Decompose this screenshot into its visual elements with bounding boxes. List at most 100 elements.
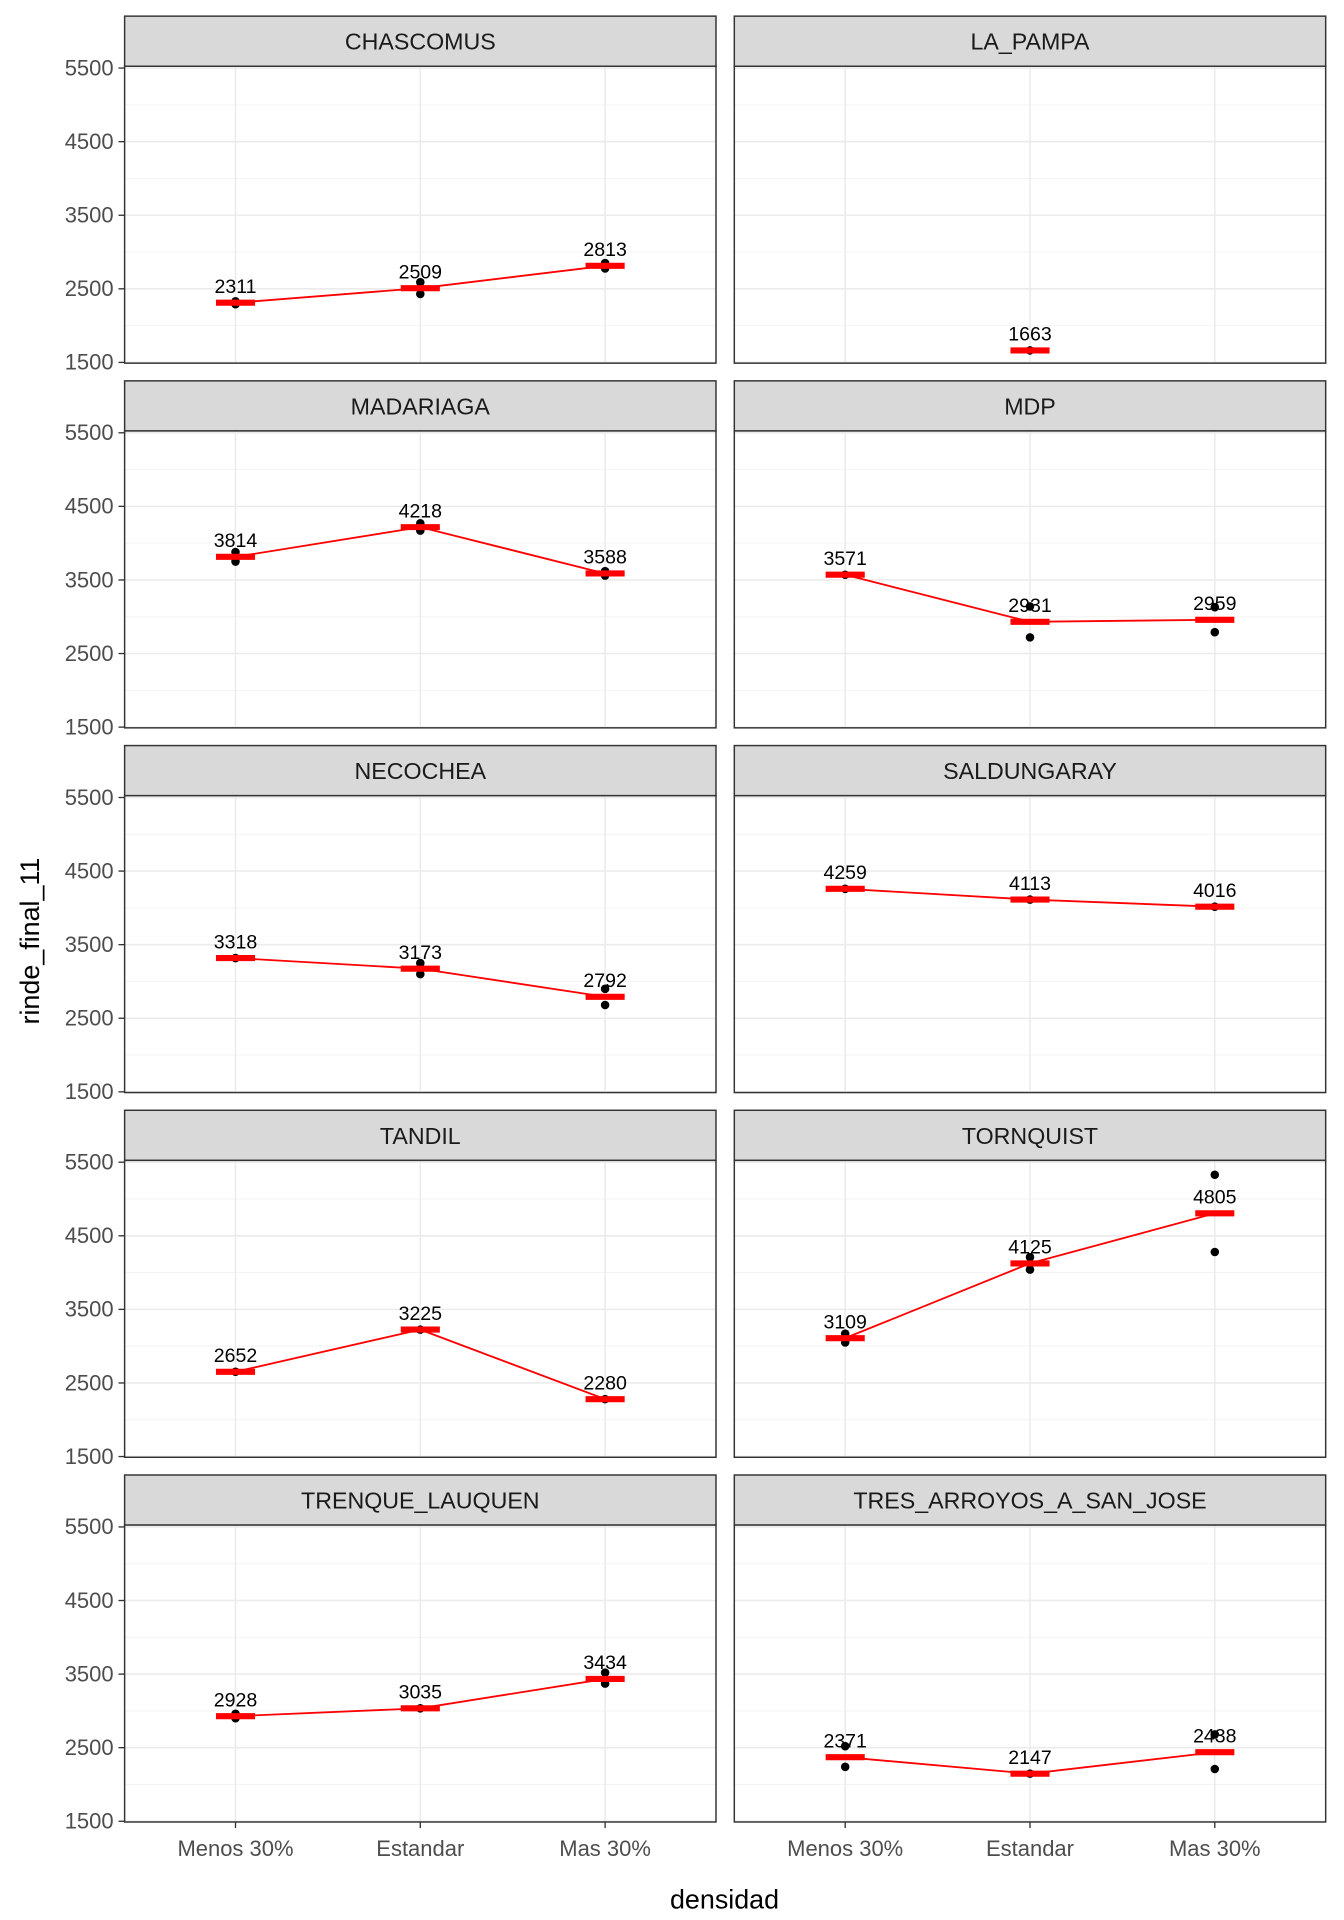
y-tick-label: 2500 <box>65 641 114 666</box>
observation-point <box>416 969 425 979</box>
strip-label: MDP <box>1004 393 1056 419</box>
data-label: 2280 <box>583 1372 627 1394</box>
panel-border <box>733 1524 1327 1823</box>
data-label: 4259 <box>823 862 866 884</box>
data-label: 2928 <box>214 1689 258 1711</box>
y-tick-label: 3500 <box>65 932 114 957</box>
strip-label: TANDIL <box>380 1123 461 1149</box>
data-label: 4218 <box>399 500 443 522</box>
facet: CHASCOMUS 1500 2500 3500 4500 5500 2311 2509 281… <box>65 15 717 375</box>
observation-point <box>1025 1265 1035 1274</box>
facet: MADARIAGA 1500 2500 3500 4500 5500 3814 4218 358… <box>65 380 717 739</box>
data-label: 3571 <box>823 548 866 570</box>
strip-label: SALDUNGARAY <box>943 758 1117 784</box>
data-label: 4805 <box>1193 1187 1237 1209</box>
observation-point <box>600 1000 610 1010</box>
strip-background <box>733 15 1327 67</box>
x-tick-label: Estandar <box>376 1836 464 1861</box>
x-tick-label: Menos 30% <box>177 1836 293 1861</box>
observation-point <box>1025 602 1035 611</box>
data-label: 2931 <box>1008 595 1051 617</box>
strip-label: TORNQUIST <box>962 1123 1098 1149</box>
x-tick-label: Menos 30% <box>787 1836 903 1861</box>
y-tick-label: 2500 <box>65 1370 114 1395</box>
observation-point <box>1025 633 1035 642</box>
observation-point <box>1210 627 1220 637</box>
strip-label: TRENQUE_LAUQUEN <box>301 1488 540 1514</box>
strip-background <box>123 380 717 432</box>
y-tick-label: 3500 <box>65 1297 114 1322</box>
data-label: 3109 <box>823 1311 866 1333</box>
observation-point <box>416 277 425 287</box>
observation-point <box>1025 1252 1035 1262</box>
strip-label: TRES_ARROYOS_A_SAN_JOSE <box>853 1488 1206 1514</box>
data-label: 2311 <box>215 276 257 298</box>
data-label: 3173 <box>399 942 442 964</box>
facet: MDP 3571 2931 2959 <box>733 380 1327 729</box>
data-label: 2509 <box>399 261 442 283</box>
observation-point <box>416 958 425 968</box>
facet: LA_PAMPA 1663 <box>733 15 1327 364</box>
observation-point <box>1210 1170 1220 1180</box>
strip-background <box>733 1109 1327 1162</box>
y-tick-label: 5500 <box>65 785 114 810</box>
y-tick-label: 1500 <box>65 1809 114 1834</box>
observation-point <box>416 289 425 299</box>
data-label: 3588 <box>583 547 627 569</box>
strip-background <box>733 380 1327 432</box>
panel-border <box>123 1159 717 1459</box>
data-label: 2371 <box>823 1730 866 1752</box>
y-tick-label: 3500 <box>65 567 114 592</box>
strip-background <box>123 15 717 67</box>
facet: TRES_ARROYOS_A_SAN_JOSE Menos 30% Estandar… <box>733 1474 1327 1861</box>
observation-point <box>840 1741 850 1751</box>
y-tick-label: 4500 <box>65 1588 114 1613</box>
data-label: 2813 <box>583 239 626 261</box>
facet: TANDIL 1500 2500 3500 4500 5500 2652 3225 2280 <box>65 1109 717 1469</box>
y-tick-label: 1500 <box>65 1444 114 1469</box>
observation-point <box>840 1762 850 1772</box>
panel-border <box>123 430 717 729</box>
strip-background <box>733 744 1327 797</box>
observation-point <box>1210 1730 1220 1739</box>
y-tick-label: 5500 <box>65 1514 114 1539</box>
observation-point <box>1210 1247 1220 1257</box>
y-axis-title: rinde_final_11 <box>15 858 45 1025</box>
y-tick-label: 5500 <box>65 1150 114 1175</box>
strip-label: NECOCHEA <box>355 758 487 784</box>
data-label: 3225 <box>399 1303 443 1325</box>
data-label: 3434 <box>583 1652 627 1674</box>
facet: TRENQUE_LAUQUEN 1500 2500 3500 4500 5500 Menos… <box>65 1474 717 1861</box>
y-tick-label: 4500 <box>65 129 114 154</box>
strip-label: MADARIAGA <box>351 393 491 419</box>
y-tick-label: 1500 <box>65 714 114 739</box>
y-tick-label: 5500 <box>65 420 114 445</box>
data-label: 1663 <box>1008 324 1051 346</box>
data-label: 4113 <box>1009 873 1051 895</box>
x-tick-label: Mas 30% <box>559 1836 651 1861</box>
y-tick-label: 4500 <box>65 1223 114 1248</box>
y-tick-label: 4500 <box>65 858 114 883</box>
data-label: 2959 <box>1193 593 1236 615</box>
data-label: 2652 <box>214 1345 257 1367</box>
y-tick-label: 2500 <box>65 1006 114 1031</box>
panel-border <box>123 794 717 1094</box>
observation-point <box>600 984 610 994</box>
x-tick-label: Mas 30% <box>1169 1836 1261 1861</box>
x-tick-label: Estandar <box>986 1836 1074 1861</box>
y-tick-label: 2500 <box>65 1735 114 1760</box>
y-tick-label: 3500 <box>65 1661 114 1686</box>
data-label: 2147 <box>1008 1747 1051 1769</box>
y-tick-label: 5500 <box>65 55 114 80</box>
observation-point <box>1210 1764 1220 1774</box>
y-tick-label: 2500 <box>65 276 114 301</box>
observation-point <box>1210 602 1220 612</box>
strip-label: CHASCOMUS <box>345 29 496 55</box>
facet: SALDUNGARAY 4259 4113 4016 <box>733 744 1327 1094</box>
panel-border <box>733 65 1327 364</box>
data-label: 2792 <box>583 970 626 992</box>
panel-border <box>733 1159 1327 1459</box>
panel-border <box>123 1524 717 1823</box>
y-tick-label: 4500 <box>65 494 114 519</box>
